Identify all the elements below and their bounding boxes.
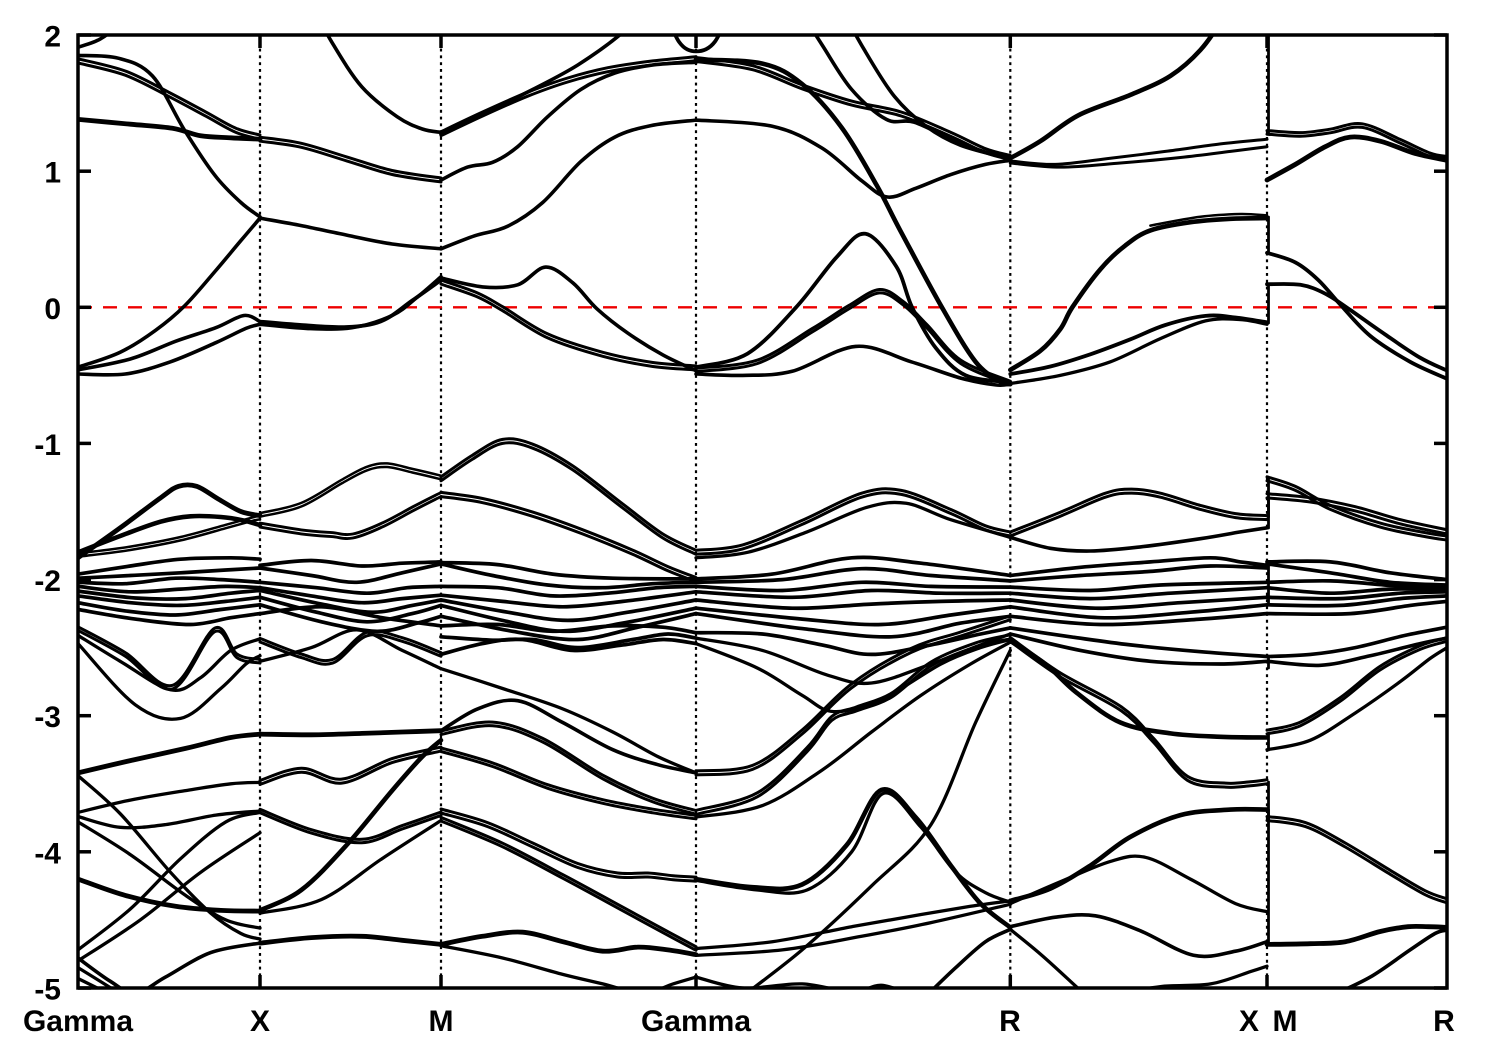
svg-text:2: 2 xyxy=(44,21,61,54)
svg-text:-4: -4 xyxy=(34,837,61,870)
svg-text:X: X xyxy=(250,1005,270,1038)
svg-text:R: R xyxy=(999,1005,1021,1038)
svg-text:Gamma: Gamma xyxy=(641,1005,751,1038)
svg-text:-1: -1 xyxy=(34,429,61,462)
svg-text:M: M xyxy=(429,1005,454,1038)
svg-text:M: M xyxy=(1273,1005,1298,1038)
svg-text:Gamma: Gamma xyxy=(23,1005,133,1038)
svg-text:-3: -3 xyxy=(34,701,61,734)
svg-text:-2: -2 xyxy=(34,565,61,598)
svg-text:-5: -5 xyxy=(34,974,61,1007)
svg-text:1: 1 xyxy=(44,157,61,190)
svg-text:R: R xyxy=(1433,1005,1455,1038)
svg-text:X: X xyxy=(1239,1005,1259,1038)
svg-text:0: 0 xyxy=(44,293,61,326)
